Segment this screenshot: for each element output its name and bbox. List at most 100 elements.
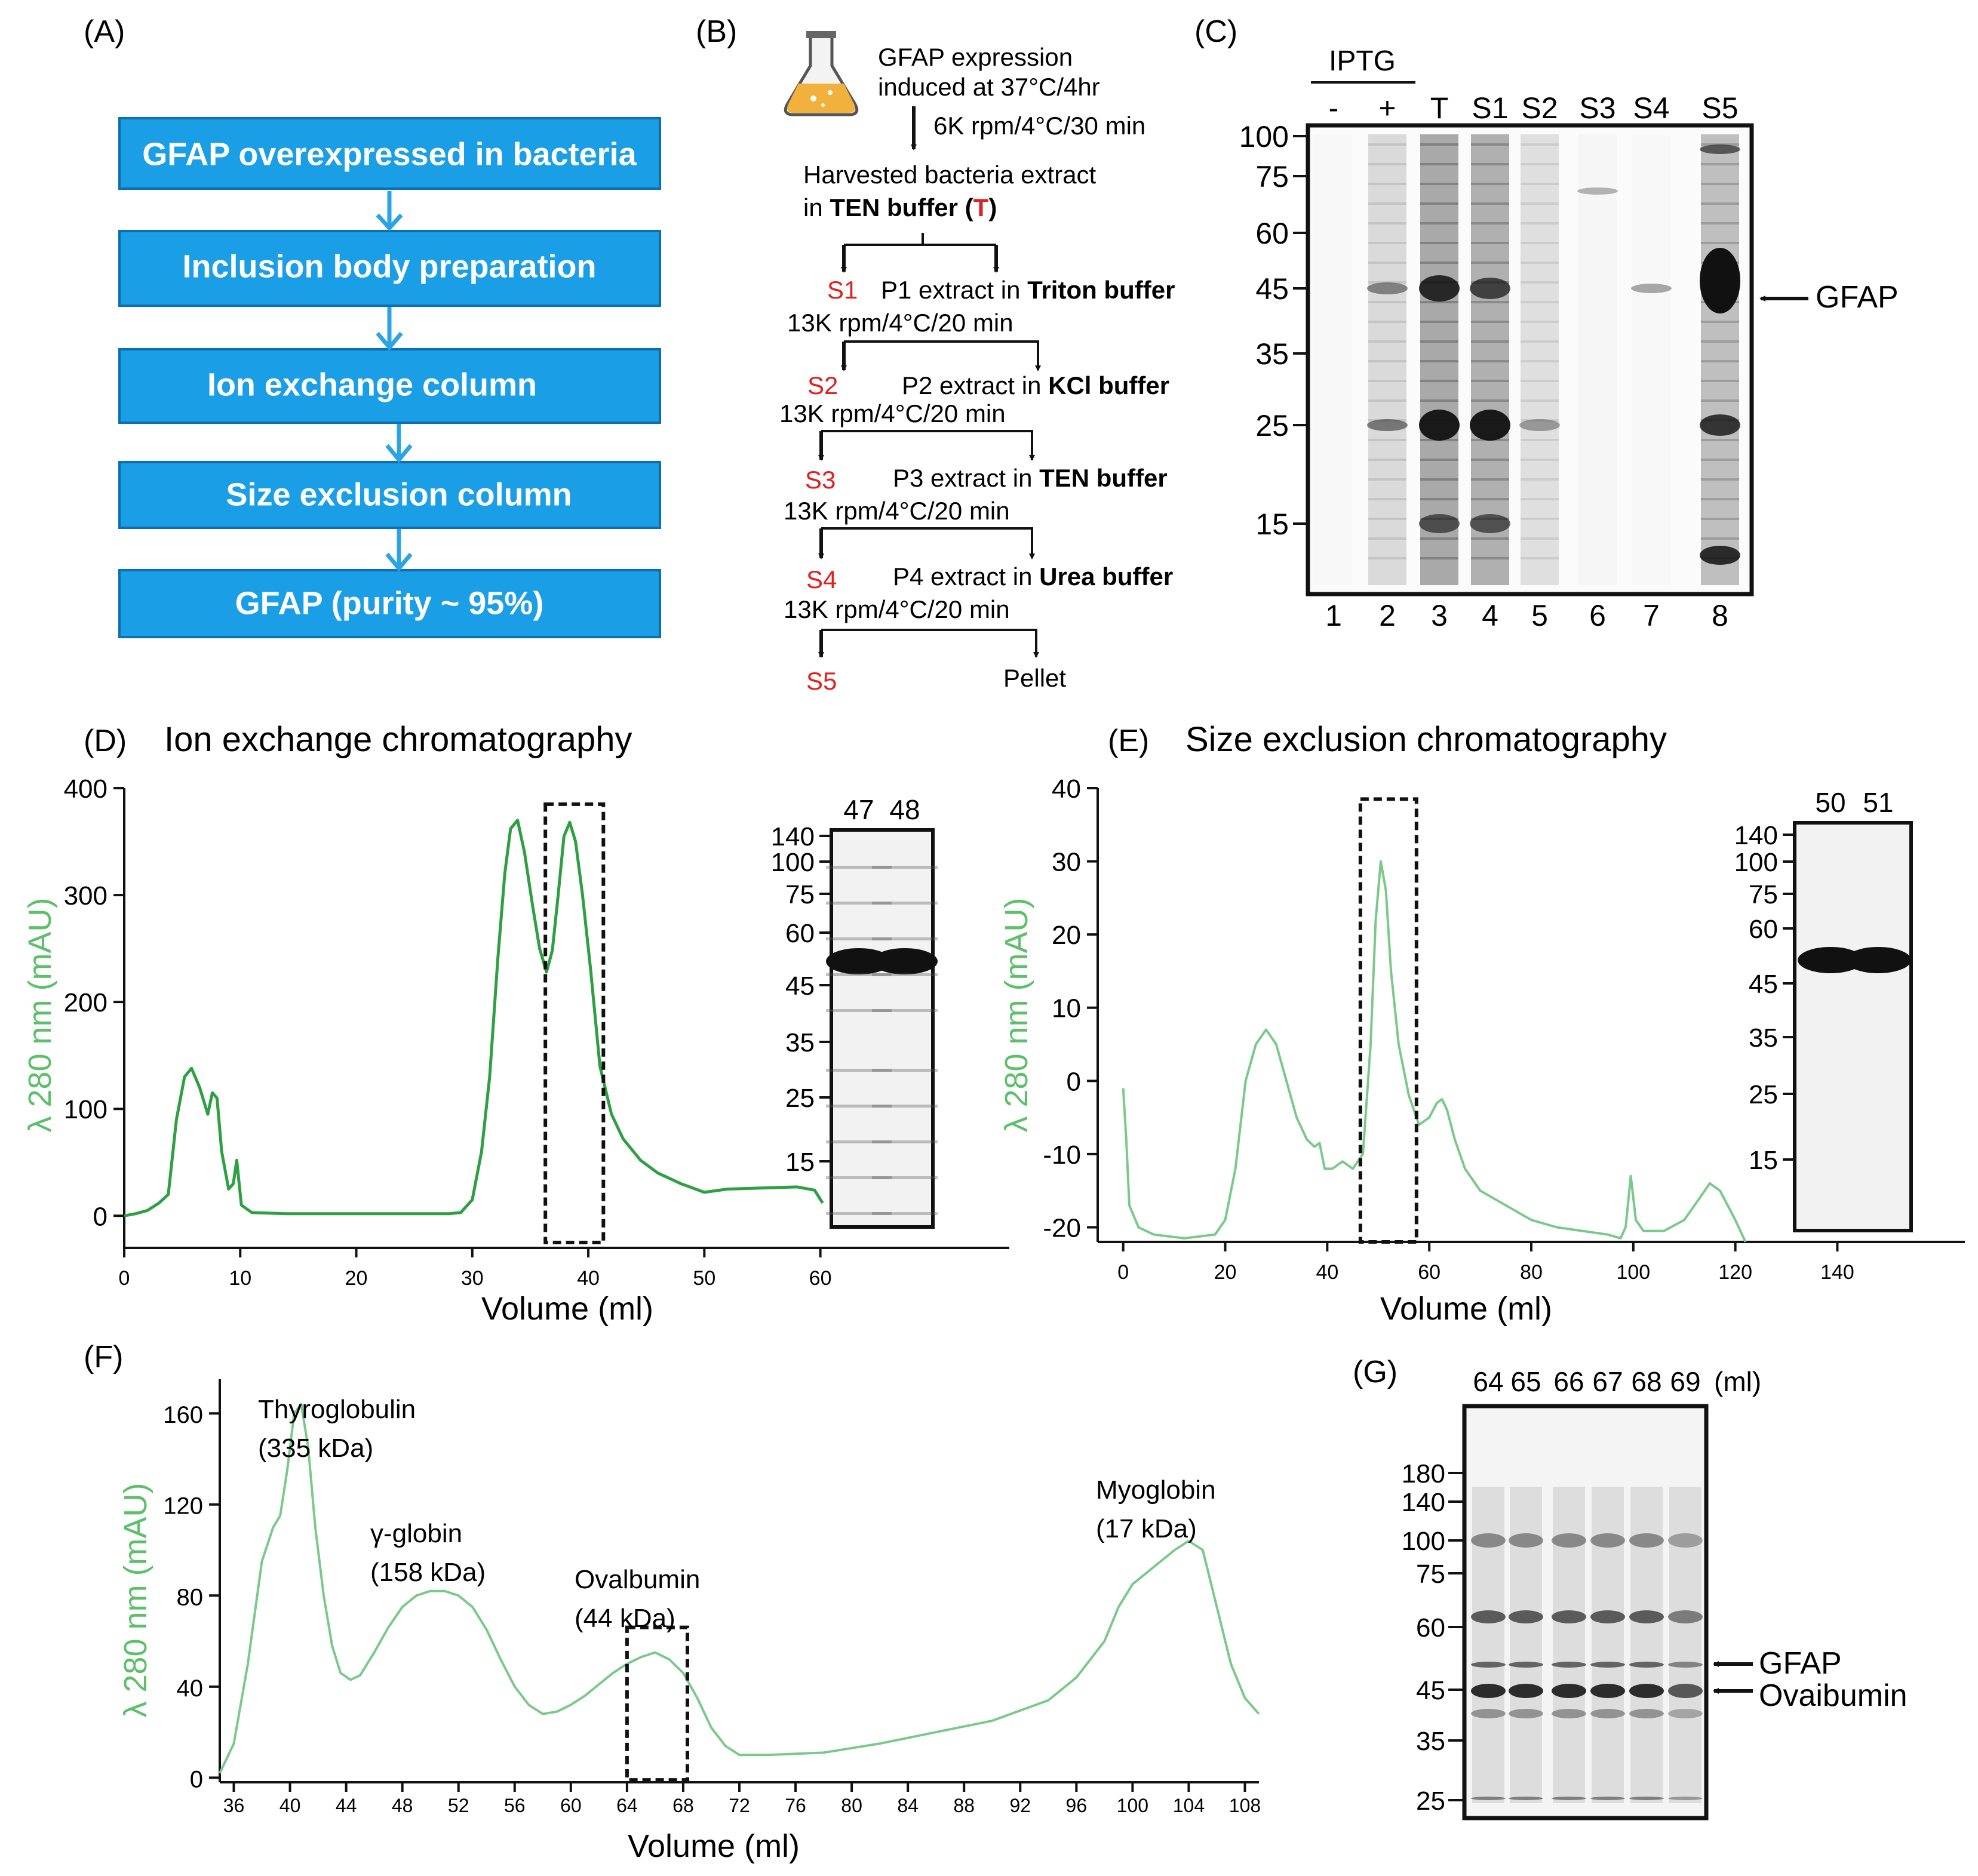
- gel-c-minor-band: [1471, 222, 1509, 224]
- gel-g-lane: [1472, 1487, 1504, 1803]
- gel-c-minor-band: [1521, 498, 1559, 500]
- gel-g-band: [1552, 1709, 1586, 1718]
- inset-marker: 15: [1749, 1146, 1778, 1175]
- gel-c-minor-band: [1420, 202, 1458, 205]
- gel-c-minor-band: [1420, 459, 1458, 461]
- inset-minor-band: [872, 866, 938, 869]
- inset-minor-band: [872, 1176, 938, 1179]
- gel-c-band: [1470, 514, 1510, 533]
- inset-marker: 25: [1749, 1080, 1778, 1109]
- gel-c-minor-band: [1701, 360, 1739, 362]
- panel-label-f: (F): [84, 1340, 123, 1374]
- step-p1: P1 extract in Triton buffer: [881, 276, 1175, 304]
- gel-c-lane: [1521, 134, 1559, 585]
- gel-c-minor-band: [1521, 478, 1559, 481]
- chart-e-title: Size exclusion chromatography: [1185, 720, 1667, 759]
- y-axis-label: λ 280 nm (mAU): [118, 1483, 153, 1717]
- inset-marker: 60: [785, 919, 815, 948]
- gel-g-band: [1552, 1684, 1586, 1698]
- gel-c-minor-band: [1701, 242, 1739, 244]
- x-tick-label: 48: [392, 1795, 413, 1816]
- gel-c-band: [1700, 414, 1740, 436]
- gel-c-band: [1367, 419, 1408, 431]
- x-tick-label: 88: [953, 1795, 975, 1816]
- gel-c-band: [1367, 282, 1408, 294]
- fraction-box: [625, 1625, 689, 1782]
- inset-marker: 45: [1749, 970, 1778, 999]
- gel-g-band: [1590, 1533, 1625, 1548]
- inset-marker: 140: [1734, 821, 1778, 850]
- gel-c-minor-band: [1368, 222, 1406, 224]
- x-tick-label: 40: [1316, 1261, 1338, 1284]
- x-tick-label: 108: [1229, 1795, 1261, 1816]
- gel-g-band: [1668, 1684, 1703, 1698]
- gel-c-minor-band: [1701, 340, 1739, 343]
- y-tick-label: 0: [190, 1766, 203, 1792]
- gel-c-lane-top: S3: [1579, 91, 1615, 125]
- x-tick-label: 60: [809, 1267, 832, 1290]
- gel-c-lane-number: 3: [1431, 599, 1448, 632]
- inset-marker: 100: [771, 848, 815, 877]
- gel-g-band: [1471, 1610, 1506, 1623]
- gel-c-minor-band: [1420, 380, 1458, 382]
- flow-step-2: [118, 230, 661, 307]
- x-tick-label: 30: [461, 1267, 484, 1290]
- gel-c-minor-band: [1521, 439, 1559, 441]
- gel-c-minor-band: [1420, 537, 1458, 540]
- step-spin2: 13K rpm/4°C/20 min: [779, 399, 1006, 428]
- inset-marker: 75: [785, 880, 815, 909]
- gel-c-minor-band: [1420, 222, 1458, 224]
- panel-label-b: (B): [696, 14, 737, 49]
- inset-gfap-band: [872, 948, 938, 974]
- gel-c-band: [1700, 546, 1740, 565]
- inset-frame: [830, 828, 935, 1229]
- gel-c-band: [1700, 144, 1740, 154]
- gel-c-minor-band: [1420, 498, 1458, 500]
- gel-g-lane: [1592, 1487, 1624, 1803]
- gel-c-minor-band: [1521, 242, 1559, 244]
- x-axis-label: Volume (ml): [1380, 1291, 1552, 1327]
- gel-g-lane-label: 65: [1510, 1366, 1541, 1397]
- gel-c-lane: [1701, 134, 1739, 585]
- inset-marker: 35: [785, 1028, 815, 1057]
- x-tick-label: 56: [504, 1795, 526, 1816]
- gel-g-lane-label: 68: [1631, 1366, 1661, 1397]
- gel-c-minor-band: [1471, 399, 1509, 402]
- flow-step-4: [118, 461, 661, 529]
- gel-c-minor-band: [1521, 321, 1559, 323]
- flow-step-5: [118, 569, 661, 638]
- gel-g-band: [1552, 1797, 1586, 1800]
- gel-g-band: [1629, 1610, 1664, 1623]
- gel-c-band: [1419, 410, 1460, 441]
- y-tick-label: 100: [64, 1095, 108, 1124]
- x-tick-label: 64: [616, 1795, 638, 1816]
- flow-step-1-label: GFAP overexpressed in bacteria: [142, 136, 637, 172]
- inset-minor-band: [872, 1212, 938, 1215]
- pellet-label: Pellet: [1003, 664, 1066, 692]
- y-tick-label: 80: [177, 1584, 204, 1610]
- gel-c-minor-band: [1368, 518, 1406, 520]
- gel-c-minor-band: [1368, 340, 1406, 343]
- x-tick-label: 50: [693, 1267, 715, 1290]
- y-tick-label: 20: [1052, 921, 1081, 950]
- gel-c-minor-band: [1521, 262, 1559, 264]
- gel-c-marker: 35: [1255, 337, 1289, 371]
- gel-c-lane-top: -: [1329, 91, 1339, 125]
- inset-minor-band: [872, 1009, 938, 1012]
- x-tick-label: 44: [336, 1795, 357, 1816]
- step-s3: S3: [805, 466, 836, 494]
- inset-minor-band: [826, 1009, 892, 1012]
- gel-g-band: [1471, 1709, 1506, 1718]
- annot-myoglobin-2: (17 kDa): [1096, 1514, 1197, 1543]
- gel-g-band: [1590, 1662, 1625, 1668]
- gel-c-minor-band: [1368, 459, 1406, 461]
- gel-c-minor-band: [1521, 419, 1559, 422]
- fraction-box: [1358, 797, 1418, 1244]
- gel-c-minor-band: [1368, 537, 1406, 540]
- panel-label-e: (E): [1108, 724, 1149, 758]
- gel-c-minor-band: [1368, 183, 1406, 185]
- gel-c-minor-band: [1701, 163, 1739, 165]
- gel-c-marker: 45: [1255, 272, 1289, 306]
